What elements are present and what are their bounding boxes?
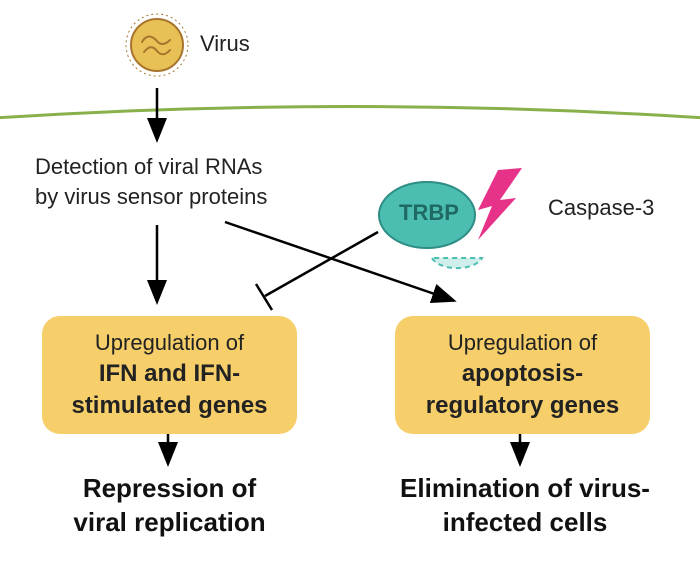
detection-line2: by virus sensor proteins bbox=[35, 182, 267, 212]
outcome-left-l1: Repression of bbox=[47, 472, 292, 506]
box-right-l2: apoptosis- bbox=[409, 358, 636, 390]
box-apoptosis-upregulation: Upregulation of apoptosis- regulatory ge… bbox=[395, 316, 650, 434]
outcome-right-l2: infected cells bbox=[385, 506, 665, 540]
detection-line1: Detection of viral RNAs bbox=[35, 152, 267, 182]
bolt-icon bbox=[478, 168, 522, 240]
detection-text: Detection of viral RNAs by virus sensor … bbox=[35, 152, 267, 211]
trbp-fragment bbox=[432, 258, 482, 268]
trbp-inhibit-line bbox=[256, 232, 378, 310]
box-left-l1: Upregulation of bbox=[56, 328, 283, 358]
membrane-line bbox=[0, 107, 700, 119]
box-right-l1: Upregulation of bbox=[409, 328, 636, 358]
box-left-l2: IFN and IFN- bbox=[56, 358, 283, 390]
box-right-l3: regulatory genes bbox=[409, 390, 636, 422]
virus-label: Virus bbox=[200, 31, 250, 57]
caspase-label: Caspase-3 bbox=[548, 195, 654, 221]
box-ifn-upregulation: Upregulation of IFN and IFN- stimulated … bbox=[42, 316, 297, 434]
outcome-left: Repression of viral replication bbox=[47, 472, 292, 540]
trbp-label: TRBP bbox=[399, 200, 459, 226]
box-left-l3: stimulated genes bbox=[56, 390, 283, 422]
outcome-right: Elimination of virus- infected cells bbox=[385, 472, 665, 540]
virus-body bbox=[131, 19, 183, 71]
outcome-right-l1: Elimination of virus- bbox=[385, 472, 665, 506]
outcome-left-l2: viral replication bbox=[47, 506, 292, 540]
